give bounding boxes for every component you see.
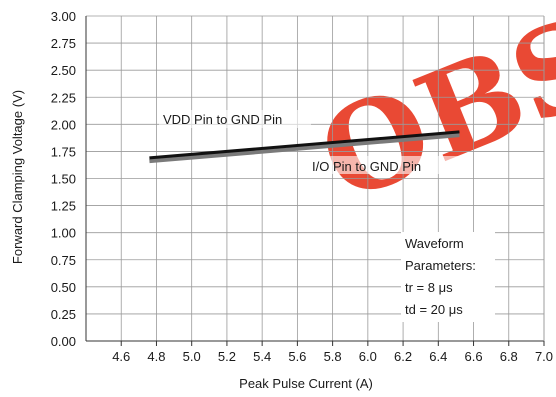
waveform-line-2: Parameters: <box>405 258 476 273</box>
x-tick-label: 6.0 <box>359 349 377 364</box>
y-tick-label: 1.00 <box>51 226 76 241</box>
tick-labels: 4.6 4.8 5.0 5.2 5.4 5.6 5.8 6.0 6.2 6.4 6.6 6.8 7.0 0… <box>51 9 553 364</box>
x-axis-title: Peak Pulse Current (A) <box>239 376 373 391</box>
y-tick-label: 0.00 <box>51 334 76 349</box>
series-line-io <box>149 133 460 164</box>
y-tick-label: 2.00 <box>51 117 76 132</box>
series-label-io: I/O Pin to GND Pin <box>308 156 458 174</box>
x-tick-label: 5.4 <box>253 349 271 364</box>
x-tick-label: 6.8 <box>500 349 518 364</box>
y-tick-label: 1.25 <box>51 199 76 214</box>
y-axis-title: Forward Clamping Voltage (V) <box>10 90 25 264</box>
y-tick-label: 1.50 <box>51 172 76 187</box>
x-tick-label: 5.8 <box>324 349 342 364</box>
series-label-io-text: I/O Pin to GND Pin <box>312 159 421 174</box>
y-tick-label: 2.25 <box>51 90 76 105</box>
series-label-vdd-text: VDD Pin to GND Pin <box>163 112 282 127</box>
series-label-vdd: VDD Pin to GND Pin <box>159 110 311 128</box>
x-tick-label: 7.0 <box>535 349 553 364</box>
y-tick-label: 1.75 <box>51 144 76 159</box>
x-tick-label: 4.8 <box>147 349 165 364</box>
x-tick-label: 6.6 <box>464 349 482 364</box>
y-tick-label: 0.50 <box>51 280 76 295</box>
x-tick-label: 6.2 <box>394 349 412 364</box>
watermark-text: OBS <box>301 0 556 229</box>
waveform-line-3: tr = 8 μs <box>405 280 453 295</box>
y-tick-label: 2.50 <box>51 63 76 78</box>
x-tick-label: 5.0 <box>183 349 201 364</box>
x-tick-label: 4.6 <box>112 349 130 364</box>
x-tick-label: 5.6 <box>288 349 306 364</box>
series-line-vdd <box>149 130 460 160</box>
watermark: OBS <box>301 0 556 229</box>
waveform-parameters-box: Waveform Parameters: tr = 8 μs td = 20 μ… <box>401 232 495 322</box>
axes <box>85 16 545 346</box>
x-tick-label: 6.4 <box>429 349 447 364</box>
x-tick-label: 5.2 <box>218 349 236 364</box>
y-tick-label: 3.00 <box>51 9 76 24</box>
y-tick-label: 2.75 <box>51 36 76 51</box>
waveform-line-1: Waveform <box>405 236 464 251</box>
y-tick-label: 0.75 <box>51 253 76 268</box>
series-lines <box>149 130 460 164</box>
waveform-line-4: td = 20 μs <box>405 302 463 317</box>
y-tick-label: 0.25 <box>51 307 76 322</box>
